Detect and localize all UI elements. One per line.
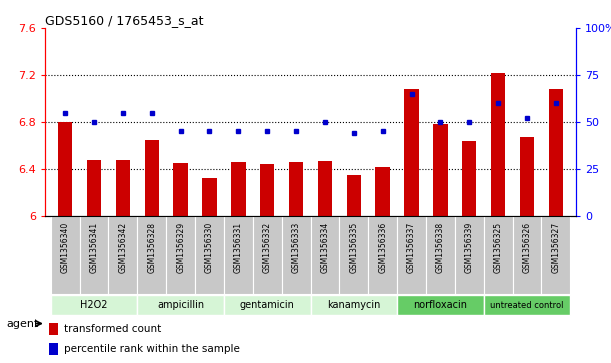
Bar — [404, 89, 419, 216]
Text: H2O2: H2O2 — [80, 300, 108, 310]
Text: GSM1356342: GSM1356342 — [119, 222, 128, 273]
Bar — [87, 160, 101, 216]
Bar — [397, 216, 426, 294]
Bar — [224, 295, 310, 315]
Bar — [260, 164, 274, 216]
Text: GSM1356327: GSM1356327 — [551, 222, 560, 273]
Bar — [520, 137, 534, 216]
Bar — [137, 295, 224, 315]
Text: GSM1356332: GSM1356332 — [263, 222, 272, 273]
Bar — [310, 295, 397, 315]
Bar — [282, 216, 310, 294]
Text: GSM1356338: GSM1356338 — [436, 222, 445, 273]
Bar — [339, 216, 368, 294]
Bar — [115, 160, 130, 216]
Bar — [346, 175, 361, 216]
Bar — [51, 216, 79, 294]
Bar — [318, 161, 332, 216]
Bar — [49, 323, 58, 335]
Bar — [484, 216, 513, 294]
Text: GSM1356340: GSM1356340 — [60, 222, 70, 273]
Text: transformed count: transformed count — [64, 324, 161, 334]
Bar — [426, 216, 455, 294]
Bar — [375, 167, 390, 216]
Text: GSM1356336: GSM1356336 — [378, 222, 387, 273]
Text: GSM1356331: GSM1356331 — [234, 222, 243, 273]
Text: percentile rank within the sample: percentile rank within the sample — [64, 344, 240, 354]
Text: kanamycin: kanamycin — [327, 300, 381, 310]
Text: GSM1356329: GSM1356329 — [176, 222, 185, 273]
Bar — [513, 216, 541, 294]
Bar — [455, 216, 484, 294]
Bar — [231, 162, 246, 216]
Bar — [49, 343, 58, 355]
Text: GSM1356326: GSM1356326 — [522, 222, 532, 273]
Text: GSM1356334: GSM1356334 — [320, 222, 329, 273]
Text: GSM1356330: GSM1356330 — [205, 222, 214, 273]
Text: GSM1356337: GSM1356337 — [407, 222, 416, 273]
Bar — [202, 178, 217, 216]
Bar — [224, 216, 253, 294]
Bar — [462, 141, 477, 216]
Bar — [433, 125, 448, 216]
Bar — [166, 216, 195, 294]
Text: agent: agent — [6, 319, 38, 329]
Text: ampicillin: ampicillin — [157, 300, 204, 310]
Text: norfloxacin: norfloxacin — [414, 300, 467, 310]
Text: GSM1356339: GSM1356339 — [465, 222, 474, 273]
Text: GDS5160 / 1765453_s_at: GDS5160 / 1765453_s_at — [45, 14, 203, 27]
Bar — [174, 163, 188, 216]
Text: GSM1356335: GSM1356335 — [349, 222, 358, 273]
Bar — [397, 295, 484, 315]
Text: GSM1356341: GSM1356341 — [90, 222, 98, 273]
Bar — [491, 73, 505, 216]
Bar — [51, 295, 137, 315]
Bar — [368, 216, 397, 294]
Bar — [137, 216, 166, 294]
Bar — [484, 295, 570, 315]
Bar — [195, 216, 224, 294]
Bar — [79, 216, 109, 294]
Text: gentamicin: gentamicin — [240, 300, 295, 310]
Text: untreated control: untreated control — [490, 301, 564, 310]
Bar — [289, 162, 303, 216]
Bar — [541, 216, 570, 294]
Bar — [145, 140, 159, 216]
Bar — [549, 89, 563, 216]
Text: GSM1356325: GSM1356325 — [494, 222, 503, 273]
Bar — [109, 216, 137, 294]
Bar — [253, 216, 282, 294]
Text: GSM1356333: GSM1356333 — [291, 222, 301, 273]
Bar — [310, 216, 339, 294]
Text: GSM1356328: GSM1356328 — [147, 222, 156, 273]
Bar — [58, 122, 73, 216]
